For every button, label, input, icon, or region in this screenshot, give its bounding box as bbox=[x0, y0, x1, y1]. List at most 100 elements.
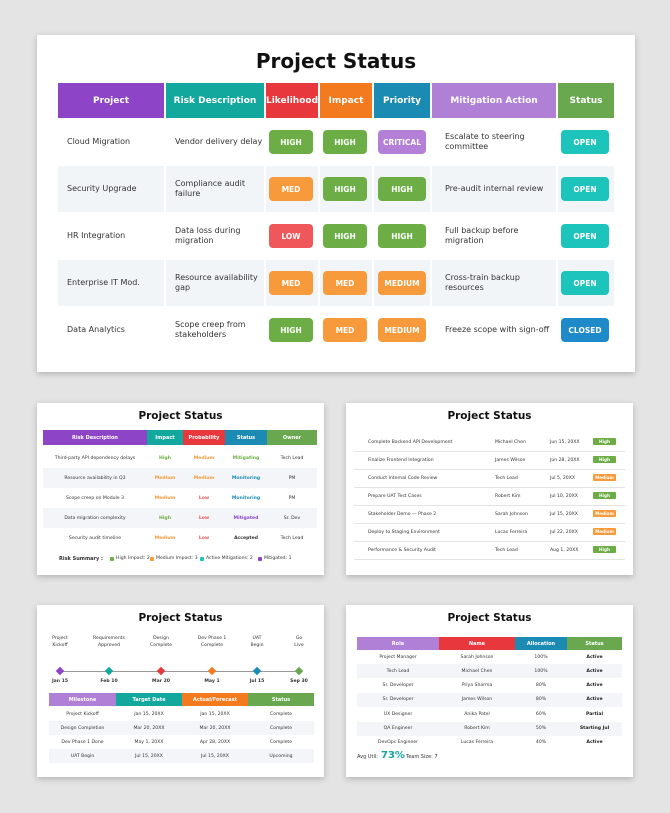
main-title: Project Status bbox=[255, 49, 417, 73]
team-row: Sr. Developer James Wilson 80% Active bbox=[357, 692, 622, 707]
task-owner: James Wilson bbox=[495, 457, 526, 463]
mitigation-action: Pre-audit internal review bbox=[445, 184, 544, 193]
timeline-slide: Project Status Project Kickoff Jan 15 Requi… bbox=[37, 605, 324, 777]
timeline-slide-title: Project Status bbox=[138, 612, 223, 624]
task-name: Stakeholder Demo — Phase 2 bbox=[368, 511, 437, 517]
row-divider bbox=[354, 487, 625, 488]
summary-item: Mitigated: 1 bbox=[264, 556, 292, 561]
risk-owner: Tech Lead bbox=[280, 455, 304, 461]
team-row: Project Manager Sarah Johnson 100% Active bbox=[357, 650, 622, 664]
risk-description: Resource availability gap bbox=[175, 273, 258, 292]
row-divider bbox=[354, 523, 625, 524]
task-owner: Sarah Johnson bbox=[495, 511, 528, 517]
task-name: Conduct Internal Code Review bbox=[368, 475, 438, 481]
milestone-marker bbox=[156, 666, 166, 676]
impact-pill: HIGH bbox=[323, 130, 367, 154]
risk-slide-title: Project Status bbox=[138, 410, 223, 422]
milestone-label: Requirements bbox=[93, 636, 125, 641]
status-pill: OPEN bbox=[561, 130, 609, 154]
team-header-cell: Status bbox=[567, 637, 622, 650]
milestone-name: Project Kickoff bbox=[66, 711, 99, 717]
risk-description: Scope creep on Module 3 bbox=[65, 495, 125, 501]
summary-item: Active Mitigations: 2 bbox=[206, 556, 253, 561]
row-divider bbox=[354, 469, 625, 470]
table-header-cell: Risk Description bbox=[166, 83, 264, 118]
team-row: Sr. Developer Priya Sharma 80% Active bbox=[357, 679, 622, 693]
status-pill: OPEN bbox=[561, 224, 609, 248]
task-owner: Lucas Ferreira bbox=[495, 529, 528, 535]
task-slide-title: Project Status bbox=[447, 410, 532, 422]
milestone-date: Jan 15 bbox=[51, 679, 69, 684]
task-date: Jul 22, 20XX bbox=[550, 529, 578, 535]
risk-status: Monitoring bbox=[231, 475, 261, 481]
team-role: Sr. Developer bbox=[382, 697, 414, 703]
risk-description: Scope creep from stakeholders bbox=[175, 320, 246, 339]
table-row: Enterprise IT Mod. Resource availability … bbox=[58, 260, 614, 306]
column-divider bbox=[372, 83, 374, 352]
row-divider bbox=[354, 541, 625, 542]
milestone-status: Complete bbox=[269, 711, 293, 717]
priority-badge: Medium bbox=[593, 474, 616, 481]
risk-owner: Tech Lead bbox=[280, 535, 304, 541]
milestone-label: Begin bbox=[250, 643, 264, 648]
likelihood-pill: MED bbox=[269, 177, 313, 201]
team-allocation: 100% bbox=[534, 654, 548, 660]
milestone-row: Project Kickoff Jan 15, 20XX Jan 15, 20XX C… bbox=[49, 707, 314, 721]
main-slide: Project Status Project Risk Description Li… bbox=[37, 35, 635, 372]
column-divider bbox=[264, 83, 266, 352]
milestone-header-cell: Target Date bbox=[116, 693, 182, 706]
risk-header-cell: Impact bbox=[147, 430, 183, 445]
likelihood-pill: MED bbox=[269, 271, 313, 295]
milestone-date: Jul 15 bbox=[249, 679, 265, 684]
milestone-status: Complete bbox=[269, 725, 293, 731]
priority-badge: High bbox=[593, 492, 616, 499]
risk-probability: Low bbox=[198, 495, 210, 501]
risk-header-cell: Risk Description bbox=[43, 430, 147, 445]
project-name: Security Upgrade bbox=[67, 184, 137, 193]
team-name: Anika Patel bbox=[464, 711, 490, 717]
priority-badge: High bbox=[593, 546, 616, 553]
table-row: Data Analytics Scope creep from stakehold… bbox=[58, 307, 614, 353]
summary-color-dot bbox=[150, 557, 154, 561]
mitigation-action: Freeze scope with sign-off bbox=[445, 325, 550, 334]
milestone-label: Live bbox=[294, 643, 304, 648]
summary-color-dot bbox=[258, 557, 262, 561]
risk-row: Resource availability in Q3 Medium Medium M… bbox=[43, 468, 317, 488]
milestone-label: Kickoff bbox=[52, 643, 68, 648]
risk-probability: Low bbox=[198, 515, 210, 521]
likelihood-pill: LOW bbox=[269, 224, 313, 248]
team-allocation: 100% bbox=[534, 668, 548, 674]
column-divider bbox=[430, 83, 432, 352]
team-allocation: 80% bbox=[535, 683, 547, 689]
risk-owner: Sr. Dev bbox=[283, 515, 301, 521]
team-header-cell: Role bbox=[357, 637, 439, 650]
milestone-label: Complete bbox=[149, 643, 173, 648]
milestone-name: Design Completion bbox=[60, 725, 105, 731]
target-date: May 1, 20XX bbox=[134, 739, 164, 745]
impact-pill: HIGH bbox=[323, 224, 367, 248]
row-divider bbox=[354, 559, 625, 560]
risk-summary-label: Risk Summary : bbox=[59, 556, 104, 562]
table-row: HR Integration Data loss during migration… bbox=[58, 213, 614, 259]
risk-description: Data migration complexity bbox=[64, 515, 126, 521]
summary-item: Medium Impact: 3 bbox=[156, 556, 198, 561]
risk-description: Third-party API dependency delays bbox=[54, 455, 136, 461]
milestone-status: Upcoming bbox=[269, 753, 293, 759]
team-name: Robert Kim bbox=[464, 726, 490, 731]
team-allocation: 40% bbox=[535, 740, 547, 746]
risk-status: Accepted bbox=[233, 535, 258, 541]
avg-util-label: Avg Util: bbox=[357, 754, 378, 760]
milestone-date: Mar 20 bbox=[152, 679, 170, 684]
impact-pill: HIGH bbox=[323, 177, 367, 201]
milestone-name: UAT Begin bbox=[70, 753, 95, 759]
team-row: QA Engineer Robert Kim 50% Starting Jul bbox=[357, 721, 622, 736]
milestone-label: Approved bbox=[97, 643, 121, 648]
team-row: Tech Lead Michael Chen 100% Active bbox=[357, 664, 622, 679]
milestone-label: UAT bbox=[252, 636, 262, 641]
column-divider bbox=[556, 83, 558, 352]
task-owner: Tech Lead bbox=[495, 475, 518, 481]
target-date: Mar 20, 20XX bbox=[133, 725, 165, 731]
priority-badge: High bbox=[593, 438, 616, 445]
team-role: Project Manager bbox=[379, 654, 417, 660]
team-name: Sarah Johnson bbox=[460, 654, 494, 660]
